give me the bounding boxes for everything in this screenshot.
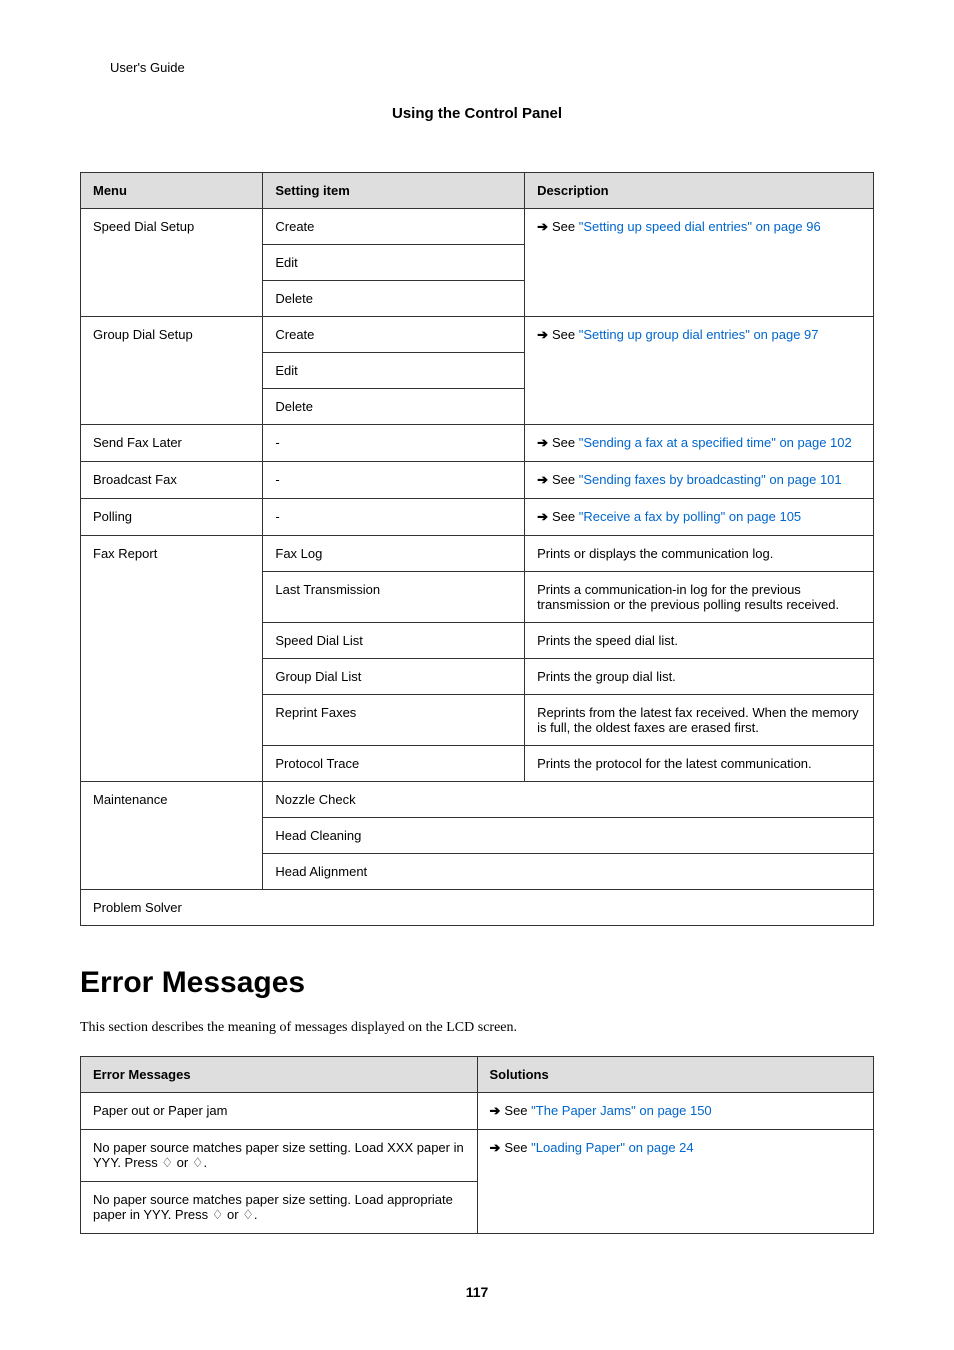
desc-prefix: See xyxy=(552,509,579,524)
desc-prefix: See xyxy=(552,327,579,342)
cell-speed-dial-list-desc: Prints the speed dial list. xyxy=(525,623,874,659)
cell-group-dial-desc: ➔ See "Setting up group dial entries" on … xyxy=(525,317,874,425)
cell-group-dial-delete: Delete xyxy=(263,389,525,425)
cell-head-cleaning: Head Cleaning xyxy=(263,818,874,854)
cell-paper-out-sol: ➔See "The Paper Jams" on page 150 xyxy=(477,1093,874,1130)
cell-last-transmission: Last Transmission xyxy=(263,572,525,623)
cell-speed-dial-list: Speed Dial List xyxy=(263,623,525,659)
link-group-dial[interactable]: "Setting up group dial entries" on page … xyxy=(579,327,819,342)
cell-broadcast-desc: ➔ See "Sending faxes by broadcasting" on … xyxy=(525,462,874,499)
cell-no-paper-source-appropriate: No paper source matches paper size setti… xyxy=(81,1182,478,1234)
cell-reprint-faxes: Reprint Faxes xyxy=(263,695,525,746)
link-paper-jams[interactable]: "The Paper Jams" on page 150 xyxy=(531,1103,712,1118)
cell-no-paper-source-xxx: No paper source matches paper size setti… xyxy=(81,1130,478,1182)
cell-fax-log: Fax Log xyxy=(263,536,525,572)
breadcrumb: User's Guide xyxy=(110,60,874,75)
section-title: Using the Control Panel xyxy=(80,105,874,122)
link-send-fax[interactable]: "Sending a fax at a specified time" on p… xyxy=(579,435,852,450)
cell-last-transmission-desc: Prints a communication-in log for the pr… xyxy=(525,572,874,623)
error-messages-heading: Error Messages xyxy=(80,966,874,1000)
arrow-icon: ➔ xyxy=(490,1103,501,1118)
cell-group-dial-menu: Group Dial Setup xyxy=(81,317,263,425)
cell-polling-desc: ➔ See "Receive a fax by polling" on page … xyxy=(525,499,874,536)
cell-group-dial-edit: Edit xyxy=(263,353,525,389)
sol-prefix: See xyxy=(504,1103,531,1118)
cell-send-fax-setting: - xyxy=(263,425,525,462)
cell-group-dial-list-desc: Prints the group dial list. xyxy=(525,659,874,695)
cell-fax-log-desc: Prints or displays the communication log… xyxy=(525,536,874,572)
cell-speed-dial-create: Create xyxy=(263,209,525,245)
cell-protocol-trace-desc: Prints the protocol for the latest commu… xyxy=(525,746,874,782)
cell-broadcast-menu: Broadcast Fax xyxy=(81,462,263,499)
cell-head-alignment: Head Alignment xyxy=(263,854,874,890)
cell-fax-report-menu: Fax Report xyxy=(81,536,263,782)
link-loading-paper[interactable]: "Loading Paper" on page 24 xyxy=(531,1140,693,1155)
page-number: 117 xyxy=(80,1284,874,1300)
cell-polling-menu: Polling xyxy=(81,499,263,536)
cell-send-fax-desc: ➔ See "Sending a fax at a specified time"… xyxy=(525,425,874,462)
th-description: Description xyxy=(525,173,874,209)
arrow-icon: ➔ xyxy=(537,509,548,524)
desc-prefix: See xyxy=(552,472,579,487)
cell-problem-solver: Problem Solver xyxy=(81,890,874,926)
desc-prefix: See xyxy=(552,219,579,234)
th-menu: Menu xyxy=(81,173,263,209)
cell-paper-out: Paper out or Paper jam xyxy=(81,1093,478,1130)
arrow-icon: ➔ xyxy=(537,327,548,342)
error-messages-table: Error Messages Solutions Paper out or Pa… xyxy=(80,1056,874,1234)
cell-send-fax-menu: Send Fax Later xyxy=(81,425,263,462)
cell-speed-dial-desc: ➔ See "Setting up speed dial entries" on … xyxy=(525,209,874,317)
cell-broadcast-setting: - xyxy=(263,462,525,499)
cell-speed-dial-menu: Speed Dial Setup xyxy=(81,209,263,317)
link-speed-dial[interactable]: "Setting up speed dial entries" on page … xyxy=(579,219,821,234)
th-solutions: Solutions xyxy=(477,1057,874,1093)
link-polling[interactable]: "Receive a fax by polling" on page 105 xyxy=(579,509,801,524)
cell-maintenance-menu: Maintenance xyxy=(81,782,263,890)
arrow-icon: ➔ xyxy=(537,219,548,234)
cell-speed-dial-delete: Delete xyxy=(263,281,525,317)
cell-protocol-trace: Protocol Trace xyxy=(263,746,525,782)
arrow-icon: ➔ xyxy=(537,435,548,450)
arrow-icon: ➔ xyxy=(490,1140,501,1155)
cell-nozzle-check: Nozzle Check xyxy=(263,782,874,818)
settings-table: Menu Setting item Description Speed Dial… xyxy=(80,172,874,926)
cell-loading-paper-sol: ➔See "Loading Paper" on page 24 xyxy=(477,1130,874,1234)
cell-speed-dial-edit: Edit xyxy=(263,245,525,281)
th-error-messages: Error Messages xyxy=(81,1057,478,1093)
th-setting: Setting item xyxy=(263,173,525,209)
cell-group-dial-list: Group Dial List xyxy=(263,659,525,695)
cell-polling-setting: - xyxy=(263,499,525,536)
desc-prefix: See xyxy=(552,435,579,450)
link-broadcast[interactable]: "Sending faxes by broadcasting" on page … xyxy=(579,472,842,487)
intro-text: This section describes the meaning of me… xyxy=(80,1020,874,1036)
cell-group-dial-create: Create xyxy=(263,317,525,353)
sol-prefix: See xyxy=(504,1140,531,1155)
cell-reprint-faxes-desc: Reprints from the latest fax received. W… xyxy=(525,695,874,746)
arrow-icon: ➔ xyxy=(537,472,548,487)
